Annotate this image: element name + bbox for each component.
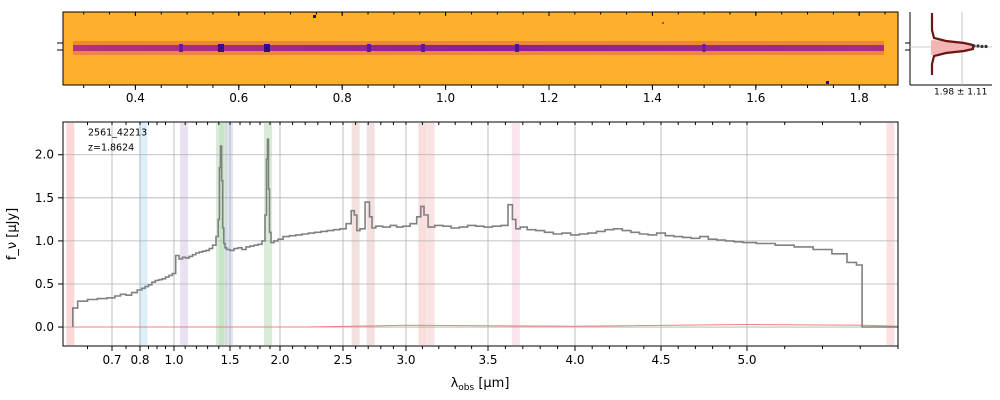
spectrum-1d-y-axis: 0.0 0.5 1.0 1.5 2.0 [35,148,63,334]
bad-pixel [662,22,664,24]
x-tick-label: 1.2 [539,91,558,105]
x-tick-label: 1.0 [164,353,183,367]
y-tick-label: 0.5 [35,277,54,291]
line-band [180,123,189,345]
line-band [224,123,233,345]
y-tick-label: 1.0 [35,234,54,248]
spectrum-2d-panel: 0.4 0.6 0.8 1.0 1.2 1.4 1.6 1.8 [57,11,899,105]
spatial-profile-panel: 1.98 ± 1.11 [905,12,992,98]
x-tick-label: 0.6 [229,91,248,105]
spatial-profile-label: 1.98 ± 1.11 [934,88,987,98]
object-id-label: 2561_42213 [88,128,147,139]
x-tick-label: 3.5 [478,353,497,367]
x-tick-label: 4.5 [651,353,670,367]
x-tick-label: 1.5 [220,353,239,367]
spectrum-1d-panel: 0.7 0.8 1.0 1.5 2.0 2.5 3.0 3.5 4.0 4.5 5.0 0.0 0.5… [5,121,899,393]
y-tick-label: 2.0 [35,148,54,162]
x-tick-label: 0.8 [333,91,352,105]
y-axis-label: f_ν [μJy] [5,208,20,260]
flux-series-line [72,138,898,328]
spectrum-2d-trace [73,45,884,51]
spatial-profile-points [972,44,988,49]
trace-knot [218,44,224,52]
x-tick-label: 0.4 [126,91,145,105]
x-tick-label: 2.5 [333,353,352,367]
x-axis-label-symbol: λ [451,376,459,391]
error-series-line [72,323,899,328]
trace-knot [515,44,519,52]
trace-knot [367,44,371,52]
trace-knot [702,44,706,52]
line-band [886,123,895,345]
x-tick-label: 5.0 [737,353,756,367]
line-band [511,123,520,345]
x-tick-label: 0.7 [102,353,121,367]
spectrum-2d-emission-knots [179,44,706,52]
trace-knot [421,44,425,52]
x-tick-label: 1.0 [436,91,455,105]
line-band [139,123,148,345]
line-band [426,123,435,345]
spectrum-2d-frame [62,11,899,86]
x-tick-label: 1.4 [643,91,662,105]
line-band [264,123,272,345]
x-tick-label: 0.8 [130,353,149,367]
trace-knot [179,44,183,52]
spectrum-1d-frame [62,121,899,347]
line-band [66,123,75,345]
spectrum-2d-x-axis: 0.4 0.6 0.8 1.0 1.2 1.4 1.6 1.8 [83,12,886,105]
redshift-label: z=1.8624 [88,143,134,154]
x-tick-label: 4.0 [565,353,584,367]
line-band [351,123,360,345]
x-tick-label: 2.0 [270,353,289,367]
grid [63,122,898,346]
bad-pixel [313,15,316,18]
trace-knot [264,44,270,52]
spectrum-1d-x-axis: 0.7 0.8 1.0 1.5 2.0 2.5 3.0 3.5 4.0 4.5 5.0 [87,122,899,367]
x-axis-label: λobs [μm] [451,376,510,393]
line-band [366,123,375,345]
x-axis-label-subscript: obs [458,383,474,393]
x-tick-label: 1.8 [850,91,869,105]
x-tick-label: 1.6 [746,91,765,105]
x-axis-label-unit: [μm] [474,376,509,391]
spectral-line-bands [66,123,895,345]
bad-pixel [826,81,829,84]
y-tick-label: 0.0 [35,320,54,334]
y-tick-label: 1.5 [35,191,54,205]
x-tick-label: 3.0 [396,353,415,367]
line-band [418,123,427,345]
